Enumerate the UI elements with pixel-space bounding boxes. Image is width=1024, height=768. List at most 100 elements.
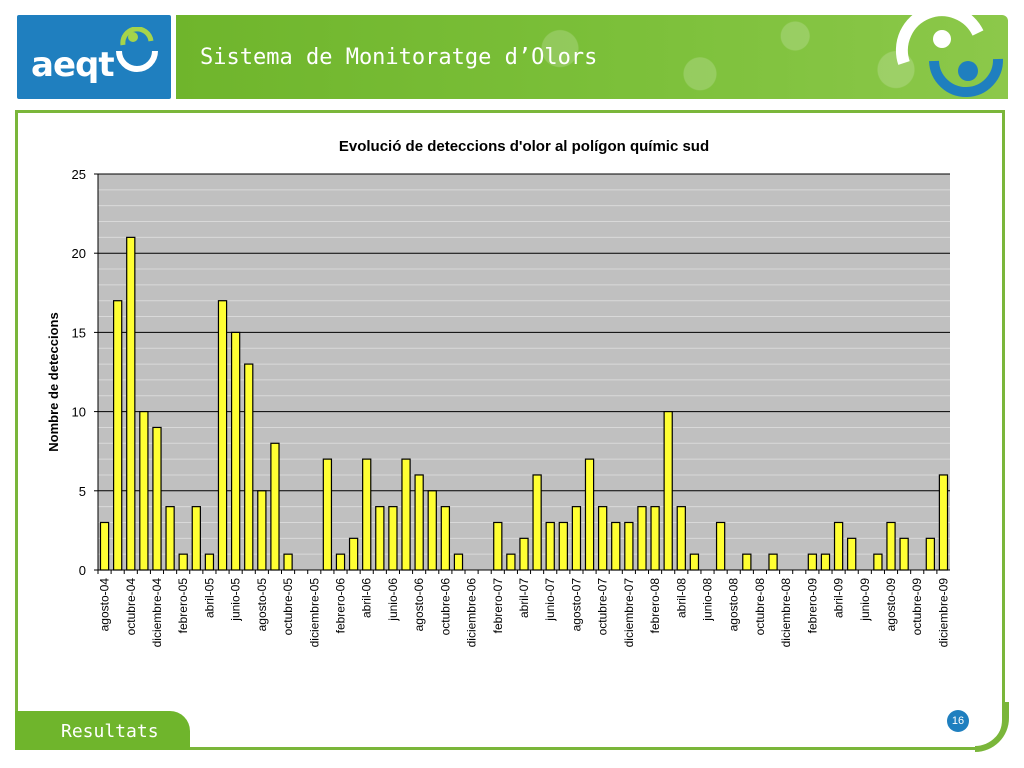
x-tick-label: junio-09 (858, 578, 872, 622)
x-tick-label: octubre-07 (596, 578, 610, 636)
bar (139, 411, 149, 571)
header: aeqt Sistema de Monitoratge d’Olors (0, 0, 1024, 104)
bar (597, 506, 608, 571)
bar (427, 490, 437, 571)
x-tick-label: agosto-05 (255, 578, 269, 632)
y-tick-label: 0 (79, 563, 86, 578)
bar (873, 553, 883, 571)
y-tick-label: 20 (72, 246, 86, 261)
bar (506, 553, 516, 571)
x-tick-label: febrero-09 (805, 578, 819, 634)
y-axis-label: Nombre de deteccions (46, 312, 61, 451)
bar (453, 553, 464, 571)
x-tick-label: abril-05 (202, 578, 216, 618)
x-tick-label: febrero-06 (333, 578, 347, 634)
x-tick-label: octubre-04 (124, 578, 138, 636)
x-tick-label: diciembre-07 (622, 578, 636, 648)
bar (886, 521, 896, 571)
x-tick-label: agosto-09 (884, 578, 898, 632)
bar (689, 553, 700, 571)
x-tick-label: octubre-06 (438, 578, 452, 636)
bar (571, 506, 582, 571)
bar (322, 458, 333, 571)
y-tick-label: 25 (72, 167, 86, 182)
bar (650, 506, 660, 571)
x-tick-label: abril-06 (360, 578, 374, 618)
x-tick-label: diciembre-08 (779, 578, 793, 648)
bar (833, 521, 844, 571)
bar (532, 474, 542, 571)
content-frame (15, 110, 1005, 750)
corner-logo-icon (895, 13, 1004, 97)
bar (112, 300, 123, 571)
bar (637, 506, 647, 571)
x-tick-label: febrero-08 (648, 578, 662, 634)
x-tick-label: agosto-08 (727, 578, 741, 632)
bar (335, 553, 346, 571)
title-bar: Sistema de Monitoratge d’Olors (176, 15, 1008, 99)
x-tick-label: febrero-05 (176, 578, 190, 634)
logo-swirl-icon (116, 27, 158, 72)
bar (178, 553, 188, 571)
bar (742, 553, 752, 571)
bar (283, 553, 293, 571)
x-tick-label: junio-06 (386, 578, 400, 622)
bar (440, 506, 451, 571)
x-tick-label: junio-05 (229, 578, 243, 622)
x-tick-label: agosto-04 (98, 578, 112, 632)
y-tick-label: 10 (72, 405, 86, 420)
chart-title: Evolució de deteccions d'olor al polígon… (339, 138, 709, 155)
bar (270, 442, 280, 571)
y-tick-label: 15 (72, 325, 86, 340)
x-tick-label: agosto-06 (412, 578, 426, 632)
x-tick-label: febrero-07 (491, 578, 505, 634)
bar (519, 537, 529, 571)
x-tick-label: abril-07 (517, 578, 531, 618)
x-tick-label: octubre-08 (753, 578, 767, 636)
bar (938, 474, 949, 571)
section-tab: Resultats (15, 711, 190, 750)
x-tick-label: diciembre-04 (150, 578, 164, 648)
bar (244, 363, 254, 571)
bar (676, 506, 686, 571)
section-label: Resultats (61, 721, 159, 742)
bar (388, 506, 398, 571)
bar (768, 553, 778, 571)
bar (925, 537, 936, 571)
x-tick-label: diciembre-09 (936, 578, 950, 648)
aeqt-logo: aeqt (17, 15, 171, 99)
bar (152, 426, 162, 571)
page-title: Sistema de Monitoratge d’Olors (200, 45, 598, 70)
bar (493, 521, 503, 571)
bar (401, 458, 411, 571)
bar (611, 521, 621, 571)
page-number-badge: 16 (947, 710, 969, 732)
x-tick-label: agosto-07 (569, 578, 583, 632)
x-tick-label: abril-09 (832, 578, 846, 618)
bar (558, 521, 568, 571)
bar (191, 506, 201, 571)
bar (126, 236, 136, 571)
bar (230, 331, 241, 571)
x-tick-label: junio-08 (701, 578, 715, 622)
bar (807, 553, 818, 571)
bar (624, 521, 634, 571)
bar (545, 521, 555, 571)
bar (899, 537, 909, 571)
x-tick-label: octubre-05 (281, 578, 295, 636)
bar (99, 521, 110, 571)
bar (820, 553, 831, 571)
logo-text: aeqt (31, 45, 115, 85)
bar (663, 411, 673, 571)
bar (362, 458, 372, 571)
bar (204, 553, 215, 571)
x-tick-label: diciembre-06 (465, 578, 479, 648)
bar (217, 300, 228, 571)
bar (715, 521, 726, 571)
x-tick-label: abril-08 (674, 578, 688, 618)
x-tick-label: diciembre-05 (307, 578, 321, 648)
bar (584, 458, 595, 571)
y-tick-label: 5 (79, 484, 86, 499)
bar (165, 506, 175, 571)
